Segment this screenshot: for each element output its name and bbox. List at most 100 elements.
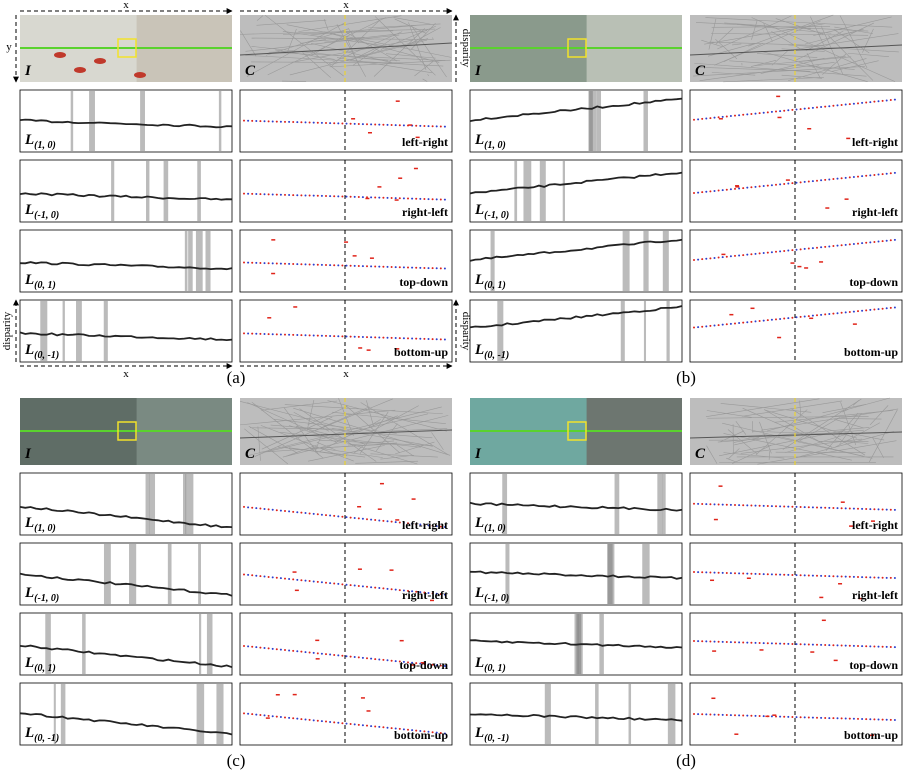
disparity-dot: [268, 193, 270, 195]
direction-label: right-left: [852, 588, 898, 602]
disparity-dot: [882, 646, 884, 648]
disparity-dot: [321, 195, 323, 197]
disparity-dot: [317, 264, 319, 266]
disparity-dot: [346, 196, 348, 198]
disparity-dot: [890, 239, 892, 241]
disparity-dot: [714, 572, 716, 574]
disparity-dot: [333, 264, 335, 266]
disparity-dot: [878, 577, 880, 579]
disparity-dot: [853, 103, 855, 105]
disparity-dot: [722, 256, 724, 258]
disparity-dot: [411, 337, 413, 339]
disparity-dot: [325, 582, 327, 584]
disparity-dot: [890, 509, 892, 511]
disparity-dot: [771, 573, 773, 575]
disparity-dot: [783, 250, 785, 252]
disparity-dot: [697, 713, 699, 715]
disparity-dot: [309, 580, 311, 582]
aggregation-band: [643, 91, 647, 151]
image-detail: [54, 52, 66, 58]
disparity-dot: [264, 193, 266, 195]
disparity-dot: [861, 102, 863, 104]
disparity-dot: [333, 583, 335, 585]
aggregation-band: [663, 231, 669, 291]
disparity-dot: [395, 337, 397, 339]
disparity-dot: [428, 198, 430, 200]
disparity-dot: [382, 587, 384, 589]
disparity-dot: [882, 240, 884, 242]
disparity-dot: [820, 717, 822, 719]
disparity-dot: [284, 716, 286, 718]
disparity-dot: [841, 244, 843, 246]
disparity-dot: [726, 323, 728, 325]
disparity-dot: [378, 266, 380, 268]
disparity-dot: [325, 514, 327, 516]
disparity-dot: [354, 265, 356, 267]
disparity-dot: [697, 640, 699, 642]
axis-label: disparity: [460, 312, 472, 351]
disparity-dot: [370, 265, 372, 267]
disparity-dot: [399, 589, 401, 591]
disparity-dot: [701, 326, 703, 328]
disparity-dot: [718, 572, 720, 574]
disparity-dot: [378, 519, 380, 521]
disparity-dot: [873, 241, 875, 243]
disparity-dot: [296, 334, 298, 336]
disparity-dot: [849, 243, 851, 245]
disparity-dot: [734, 115, 736, 117]
disparity-dot: [247, 262, 249, 264]
disparity-dot: [869, 174, 871, 176]
outlier-dot: [398, 177, 402, 179]
disparity-dot: [816, 717, 818, 719]
disparity-dot: [714, 257, 716, 259]
aggregation-band: [197, 161, 201, 221]
disparity-dot: [886, 99, 888, 101]
disparity-dot: [791, 109, 793, 111]
aggregation-subscript: (0, 1): [484, 663, 506, 674]
disparity-dot: [374, 265, 376, 267]
disparity-dot: [341, 722, 343, 724]
disparity-dot: [837, 507, 839, 509]
disparity-dot: [693, 640, 695, 642]
disparity-dot: [873, 645, 875, 647]
disparity-dot: [444, 338, 446, 340]
aggregation-band: [657, 474, 662, 534]
disparity-dot: [366, 586, 368, 588]
direction-label: top-down: [849, 275, 898, 289]
disparity-dot: [767, 111, 769, 113]
outlier-dot: [786, 179, 790, 181]
disparity-dot: [722, 504, 724, 506]
disparity-dot: [423, 267, 425, 269]
disparity-dot: [321, 335, 323, 337]
disparity-dot: [767, 319, 769, 321]
disparity-dot: [264, 262, 266, 264]
disparity-dot: [873, 309, 875, 311]
outlier-dot: [841, 501, 845, 503]
disparity-dot: [415, 125, 417, 127]
outlier-dot: [825, 207, 829, 209]
image-label: I: [474, 446, 482, 462]
disparity-dot: [251, 574, 253, 576]
disparity-dot: [886, 240, 888, 242]
disparity-dot: [382, 124, 384, 126]
disparity-dot: [734, 322, 736, 324]
disparity-dot: [395, 521, 397, 523]
disparity-dot: [444, 126, 446, 128]
disparity-dot: [828, 313, 830, 315]
disparity-dot: [305, 263, 307, 265]
disparity-dot: [722, 572, 724, 574]
disparity-dot: [362, 265, 364, 267]
disparity-dot: [714, 190, 716, 192]
disparity-dot: [272, 193, 274, 195]
outlier-dot: [295, 590, 299, 592]
aggregation-subscript: (1, 0): [34, 523, 56, 534]
disparity-dot: [816, 106, 818, 108]
disparity-dot: [812, 575, 814, 577]
disparity-dot: [714, 503, 716, 505]
disparity-dot: [763, 252, 765, 254]
disparity-dot: [329, 335, 331, 337]
disparity-dot: [300, 651, 302, 653]
outlier-dot: [719, 118, 723, 120]
outlier-dot: [807, 128, 811, 129]
disparity-dot: [247, 193, 249, 195]
